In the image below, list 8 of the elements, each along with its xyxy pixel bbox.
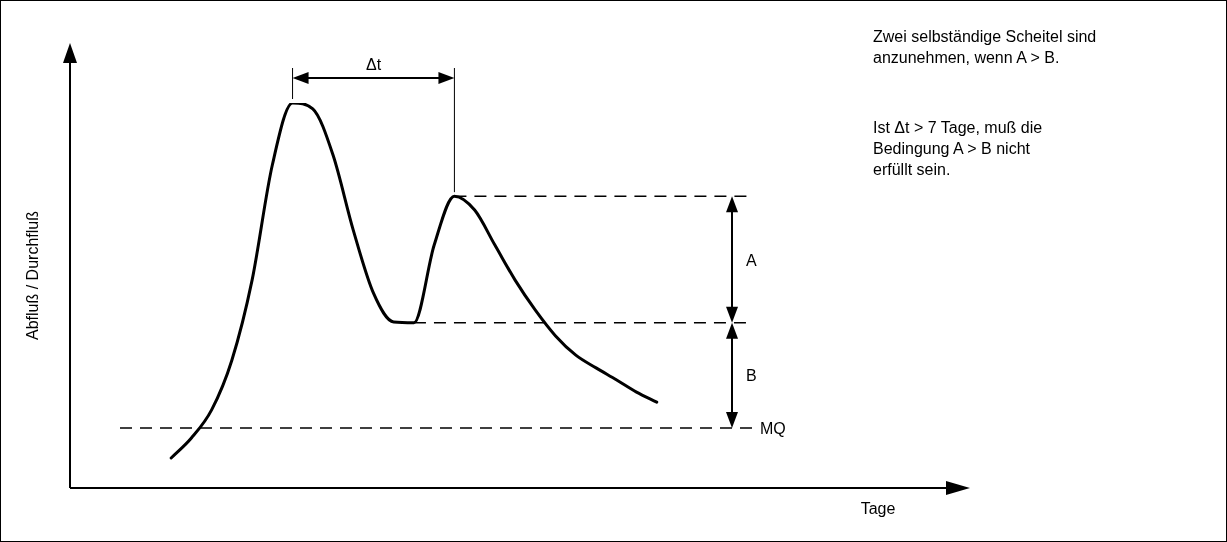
x-axis-title: Tage <box>860 500 896 518</box>
annotation: A <box>746 250 757 271</box>
ref-line-label: MQ <box>760 420 786 438</box>
text: Zwei selbständige Scheitel sind anzunehmen, wenn A > B. <box>873 27 1098 68</box>
y-axis-title: Abfluß / Durchfluß <box>24 210 42 340</box>
text: Δt <box>365 55 382 75</box>
annotation: Ist Δt > 7 Tage, muß die Bedingung A > B nicht erfüllt sein. <box>873 118 1044 180</box>
annotation: B <box>746 366 757 387</box>
